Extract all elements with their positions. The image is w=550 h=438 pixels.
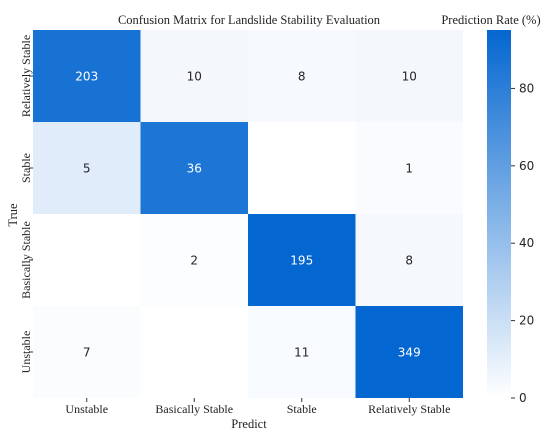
heatmap-cell <box>33 306 141 398</box>
y-tick-label: Unstable <box>19 331 33 374</box>
cell-value-label: 8 <box>405 254 413 268</box>
x-axis-label: Predict <box>231 417 267 431</box>
heatmap-cell <box>140 30 248 122</box>
heatmap-cell <box>355 306 463 398</box>
heatmap-cells: 203 10 8 10 5 36 1 2 195 8 7 11 349 <box>33 30 463 398</box>
cell-value-label: 36 <box>187 162 202 176</box>
colorbar-tick-label: 60 <box>519 159 534 173</box>
colorbar <box>487 30 511 398</box>
heatmap-cell <box>248 30 356 122</box>
heatmap-cell <box>355 214 463 306</box>
colorbar-tick-label: 0 <box>519 391 527 405</box>
heatmap-cell <box>33 30 141 122</box>
y-axis-label: True <box>6 203 20 227</box>
heatmap-cell <box>140 214 248 306</box>
cell-value-label: 1 <box>405 162 413 176</box>
y-tick-label: Relatively Stable <box>19 35 33 117</box>
x-tick-label: Relatively Stable <box>368 402 450 416</box>
heatmap-cell <box>140 306 248 398</box>
heatmap-cell <box>140 122 248 214</box>
x-tick-label: Basically Stable <box>155 402 233 416</box>
y-tick-label: Basically Stable <box>19 221 33 299</box>
heatmap-cell <box>33 122 141 214</box>
colorbar-label: Prediction Rate (%) <box>441 13 540 27</box>
heatmap-cell <box>33 214 141 306</box>
colorbar-tick-label: 20 <box>519 314 534 328</box>
heatmap-cell <box>248 306 356 398</box>
colorbar-tick-label: 80 <box>519 81 534 95</box>
x-axis-ticks: Unstable Basically Stable Stable Relatively… <box>65 398 450 416</box>
x-tick-label: Stable <box>287 402 317 416</box>
colorbar-tick-label: 40 <box>519 236 534 250</box>
heatmap-cell <box>248 122 356 214</box>
colorbar-ticks: 0 20 40 60 80 <box>511 81 534 405</box>
heatmap-cell <box>355 30 463 122</box>
cell-value-label: 7 <box>83 346 91 360</box>
cell-value-label: 349 <box>398 346 421 360</box>
cell-value-label: 10 <box>187 70 202 84</box>
cell-value-label: 10 <box>402 70 417 84</box>
cell-value-label: 2 <box>190 254 198 268</box>
cell-value-label: 5 <box>83 162 91 176</box>
y-tick-label: Stable <box>19 153 33 183</box>
cell-value-label: 203 <box>75 70 98 84</box>
cell-value-label: 11 <box>294 346 309 360</box>
heatmap-cell <box>355 122 463 214</box>
chart-title: Confusion Matrix for Landslide Stability… <box>118 13 381 27</box>
heatmap-cell <box>248 214 356 306</box>
cell-value-label: 195 <box>290 254 313 268</box>
x-tick-label: Unstable <box>65 402 108 416</box>
cell-value-label: 8 <box>298 70 306 84</box>
y-axis-ticks: Relatively Stable Stable Basically Stable U… <box>19 35 33 373</box>
